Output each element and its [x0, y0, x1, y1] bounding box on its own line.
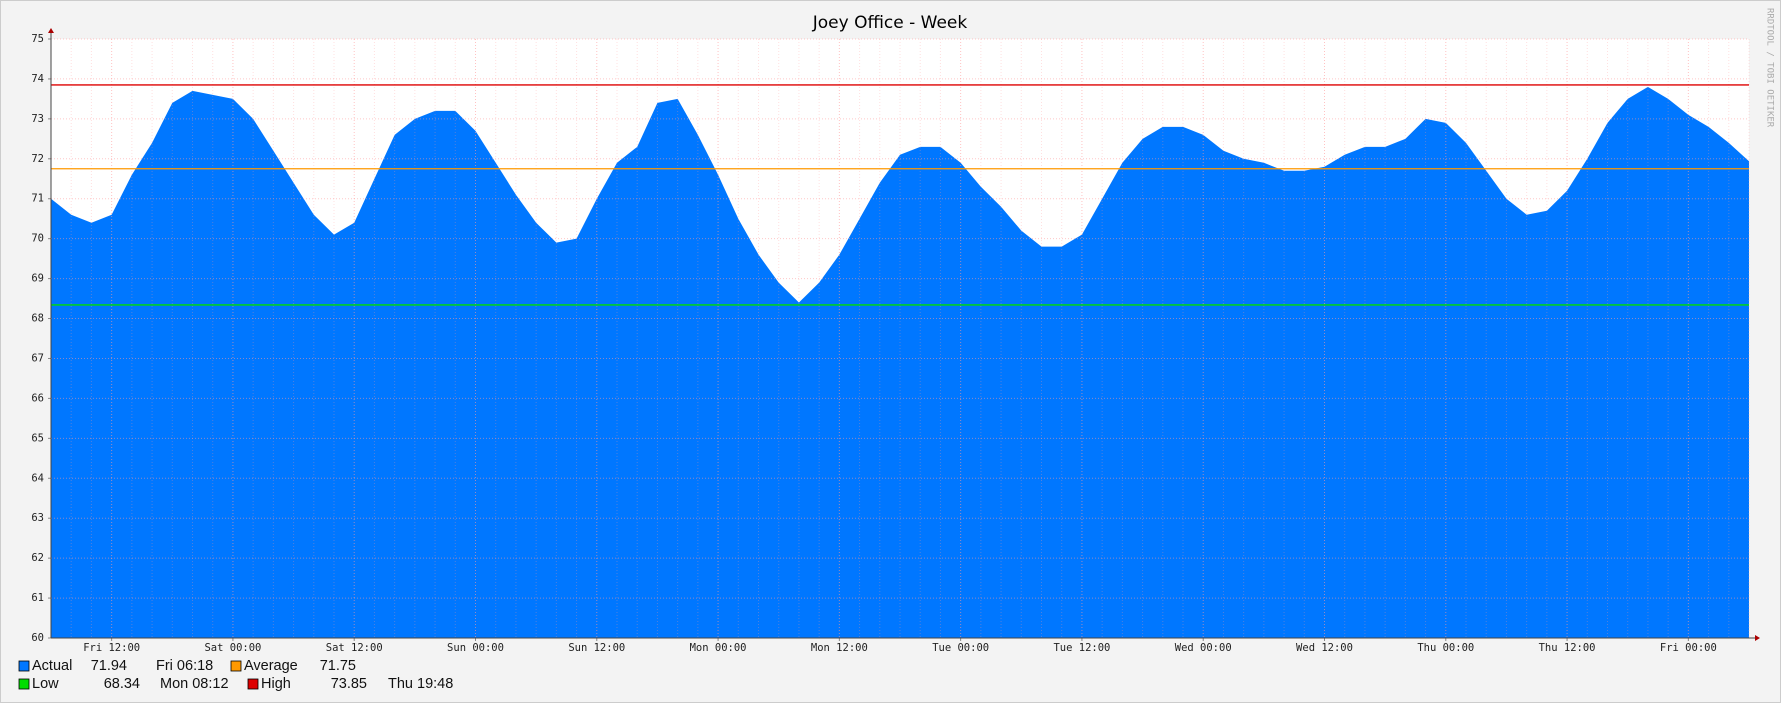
x-tick-label: Wed 00:00 [1175, 642, 1232, 654]
y-tick-label: 75 [31, 33, 44, 45]
y-tick-label: 72 [31, 153, 44, 165]
y-tick-label: 74 [31, 73, 44, 85]
chart-title: Joey Office - Week [812, 13, 968, 33]
y-tick-label: 70 [31, 233, 44, 245]
legend-name: Average [244, 658, 298, 674]
legend-swatch [230, 660, 242, 672]
y-tick-label: 67 [31, 352, 44, 364]
x-tick-label: Thu 12:00 [1539, 642, 1596, 654]
watermark: RRDTOOL / TOBI OETIKER [1765, 8, 1775, 128]
legend-name: Actual [32, 658, 72, 674]
x-tick-label: Sun 00:00 [447, 642, 504, 654]
x-tick-label: Mon 00:00 [690, 642, 747, 654]
axis-arrow [1755, 635, 1760, 641]
x-tick-label: Sat 12:00 [326, 642, 383, 654]
y-tick-label: 62 [31, 552, 44, 564]
y-tick-label: 65 [31, 432, 44, 444]
legend-name: High [261, 676, 291, 692]
x-tick-label: Sat 00:00 [204, 642, 261, 654]
y-tick-label: 71 [31, 193, 44, 205]
axis-arrow [48, 28, 54, 33]
x-tick-label: Sun 12:00 [568, 642, 625, 654]
x-tick-label: Mon 12:00 [811, 642, 868, 654]
legend-name: Low [32, 676, 59, 692]
x-tick-label: Tue 12:00 [1053, 642, 1110, 654]
x-tick-label: Fri 12:00 [83, 642, 140, 654]
x-tick-label: Thu 00:00 [1417, 642, 1474, 654]
legend-swatch [18, 678, 30, 690]
x-tick-label: Fri 00:00 [1660, 642, 1717, 654]
y-tick-label: 68 [31, 313, 44, 325]
y-tick-label: 61 [31, 592, 44, 604]
y-tick-label: 64 [31, 472, 44, 484]
legend-swatch [18, 660, 30, 672]
legend-value: 71.75 [320, 658, 356, 674]
y-tick-label: 73 [31, 113, 44, 125]
legend-value: 71.94 [91, 658, 127, 674]
x-tick-label: Tue 00:00 [932, 642, 989, 654]
legend-value: 68.34 [104, 676, 140, 692]
legend-time: Thu 19:48 [388, 676, 453, 692]
area [51, 86, 1749, 639]
legend-time: Fri 06:18 [156, 658, 213, 674]
legend-time: Mon 08:12 [160, 676, 229, 692]
y-tick-label: 66 [31, 392, 44, 404]
y-tick-label: 63 [31, 512, 44, 524]
legend-swatch [247, 678, 259, 690]
x-tick-label: Wed 12:00 [1296, 642, 1353, 654]
legend-value: 73.85 [331, 676, 367, 692]
y-tick-label: 69 [31, 273, 44, 285]
y-tick-label: 60 [31, 632, 44, 644]
